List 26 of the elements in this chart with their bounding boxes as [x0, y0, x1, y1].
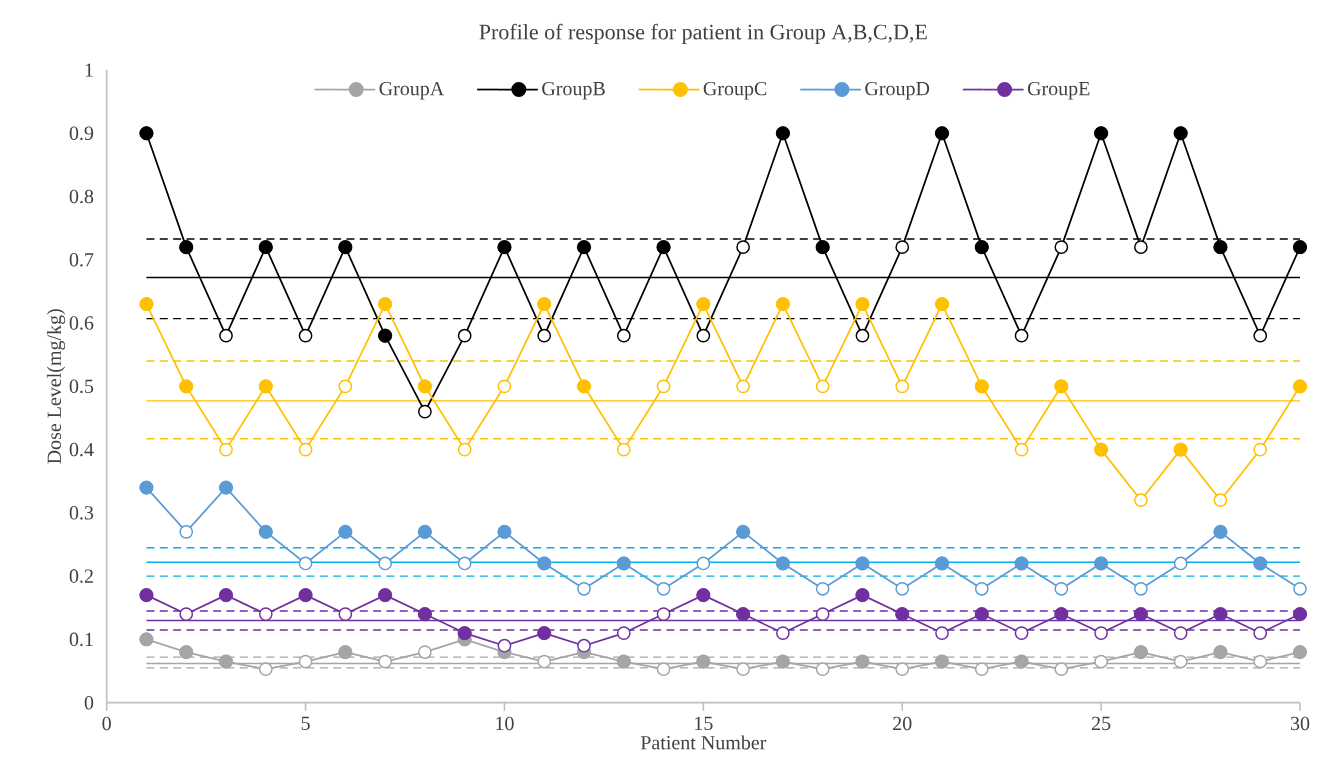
y-tick-label: 0: [84, 695, 94, 710]
legend-label: GroupB: [542, 81, 605, 100]
legend-label: GroupD: [865, 81, 930, 100]
y-tick-label: 0.1: [69, 632, 93, 647]
y-tick-label: 0.6: [69, 316, 94, 330]
legend-label: GroupA: [379, 81, 445, 100]
y-tick-label: 0.3: [69, 506, 94, 520]
y-tick-label: 0.4: [69, 442, 94, 457]
x-tick-label: 30: [1290, 716, 1310, 731]
y-tick-label: 0.9: [69, 126, 94, 141]
x-axis-title: Patient Number: [640, 735, 767, 750]
legend-label: GroupE: [1027, 81, 1090, 100]
x-tick-label: 25: [1092, 716, 1111, 731]
x-tick-label: 5: [301, 716, 310, 730]
x-tick-label: 15: [695, 716, 713, 731]
chart-title: Profile of response for patient in Group A,B,C,D,E: [479, 23, 927, 44]
y-tick-label: 0.8: [69, 189, 94, 204]
x-tick-label: 20: [893, 716, 912, 731]
x-tick-label: 0: [102, 716, 111, 731]
y-tick-label: 0.5: [69, 379, 94, 394]
y-tick-label: 1: [85, 63, 93, 77]
y-tick-label: 0.2: [69, 569, 93, 583]
y-tick-label: 0.7: [69, 253, 94, 267]
y-axis-title: Dose Level(mg/kg): [46, 309, 66, 464]
x-tick-label: 10: [496, 716, 514, 731]
legend-label: GroupC: [703, 81, 767, 100]
